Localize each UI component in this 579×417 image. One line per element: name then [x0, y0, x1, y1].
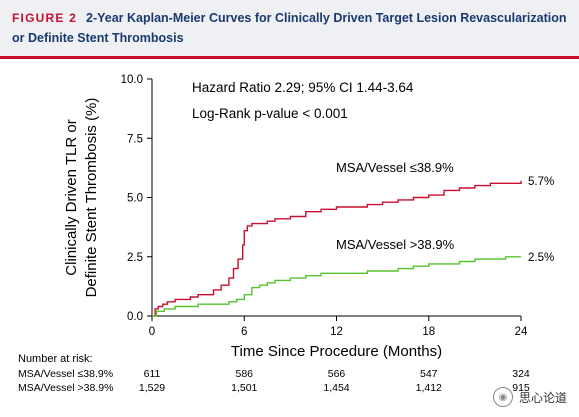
series-label-1: MSA/Vessel ≤38.9%	[336, 160, 454, 175]
series-label-2: MSA/Vessel >38.9%	[336, 237, 455, 252]
hazard-ratio-annotation: Hazard Ratio 2.29; 95% CI 1.44-3.64	[192, 80, 414, 95]
x-axis-label: Time Since Procedure (Months)	[231, 343, 442, 360]
y-axis-label-line-2: Definite Stent Thrombosis (%)	[83, 98, 100, 298]
series-line-1	[152, 180, 522, 317]
x-tick-label: 12	[330, 326, 343, 338]
log-rank-annotation: Log-Rank p-value < 0.001	[192, 106, 348, 121]
x-tick-label: 18	[422, 326, 435, 338]
figure-title: FIGURE 2 2-Year Kaplan-Meier Curves for …	[12, 8, 567, 48]
km-chart: 0.0 2.5 5.0 7.5 10.0 0 6 12 18 24 Time Since Proce…	[63, 74, 554, 360]
risk-row-label: MSA/Vessel ≤38.9%	[18, 368, 114, 380]
y-tick-label: 7.5	[127, 133, 143, 145]
figure-header: FIGURE 2 2-Year Kaplan-Meier Curves for …	[0, 0, 579, 59]
y-tick-label: 5.0	[127, 193, 143, 205]
risk-row-value: 324	[512, 368, 530, 380]
risk-row-label: MSA/Vessel >38.9%	[18, 382, 114, 394]
figure-label: FIGURE 2	[12, 11, 77, 25]
watermark: ◉ 思心论道	[492, 387, 567, 407]
figure-title-text: 2-Year Kaplan-Meier Curves for Clinicall…	[12, 11, 567, 45]
risk-row-value: 547	[419, 368, 438, 380]
y-tick-label: 2.5	[127, 252, 143, 264]
x-tick-label: 6	[241, 326, 247, 338]
wechat-icon: ◉	[492, 387, 513, 407]
risk-row-value: 1,501	[231, 382, 258, 394]
risk-row-value: 1,412	[415, 382, 442, 394]
watermark-text: 思心论道	[518, 390, 567, 405]
risk-table-title: Number at risk:	[18, 353, 93, 365]
risk-row-value: 1,454	[323, 382, 350, 394]
risk-row-value: 915	[512, 382, 530, 394]
series-end-label-1: 5.7%	[528, 176, 554, 188]
y-axis-label-line-1: Clinically Driven TLR or	[63, 119, 80, 275]
series-line-2	[152, 256, 521, 317]
series-end-label-2: 2.5%	[528, 252, 554, 264]
risk-row-value: 611	[143, 368, 161, 380]
risk-row-value: 1,529	[138, 382, 166, 394]
x-tick-label: 0	[149, 326, 155, 338]
risk-row-value: 566	[327, 368, 346, 380]
plot-area: 0.0 2.5 5.0 7.5 10.0 0 6 12 18 24 Time Since Proce…	[0, 59, 579, 417]
risk-row-value: 586	[235, 368, 254, 380]
y-tick-label: 0.0	[127, 311, 143, 323]
y-tick-label: 10.0	[121, 74, 143, 86]
x-tick-label: 24	[515, 326, 528, 338]
